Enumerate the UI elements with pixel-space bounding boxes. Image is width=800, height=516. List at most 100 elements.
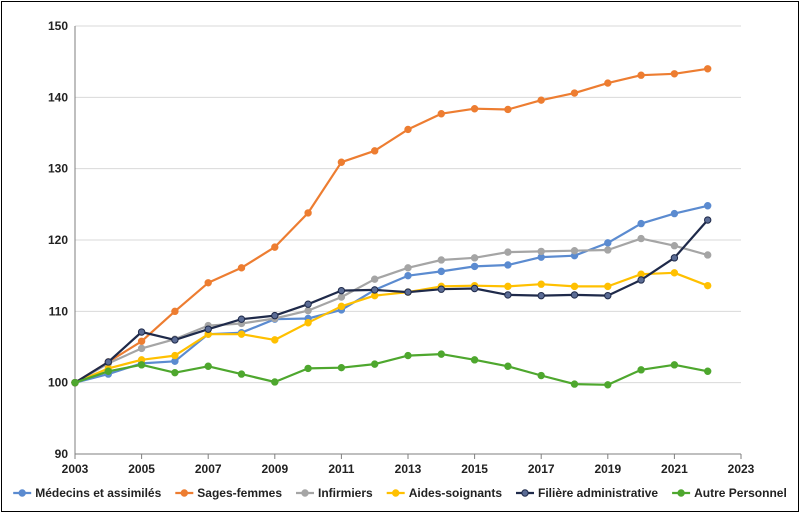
data-point <box>704 65 712 73</box>
y-tick-label: 150 <box>48 19 68 33</box>
legend-label: Sages-femmes <box>197 486 282 500</box>
x-tick-label: 2009 <box>261 462 288 476</box>
data-point <box>271 311 279 320</box>
data-point <box>271 336 279 344</box>
data-point <box>304 209 312 217</box>
x-tick-label: 2015 <box>461 462 488 476</box>
data-point <box>204 362 212 370</box>
data-point <box>470 105 479 113</box>
data-point <box>304 306 312 315</box>
data-point <box>604 381 612 389</box>
axes <box>74 26 742 459</box>
x-tick-label: 2011 <box>328 462 354 476</box>
data-point <box>437 350 445 358</box>
legend-item-5: Autre Personnel <box>672 486 787 500</box>
data-point <box>237 330 246 338</box>
data-point <box>670 209 679 218</box>
data-point <box>404 288 412 296</box>
series-3 <box>71 269 712 387</box>
y-tick-label: 100 <box>48 376 68 390</box>
legend-label: Aides-soignants <box>409 486 503 500</box>
data-point <box>404 271 412 280</box>
series-5 <box>71 350 712 389</box>
data-point <box>504 248 512 256</box>
series-group <box>71 65 712 389</box>
data-point <box>271 378 279 386</box>
data-point <box>704 281 712 290</box>
legend-label: Médecins et assimilés <box>35 486 161 500</box>
data-point <box>704 216 712 224</box>
data-point <box>470 262 479 271</box>
data-point <box>437 110 445 118</box>
data-point <box>137 344 146 353</box>
data-point <box>271 243 279 251</box>
data-point <box>337 363 346 372</box>
data-point <box>371 286 379 294</box>
series-line <box>74 271 709 384</box>
legend-swatch-marker <box>301 489 309 497</box>
data-point <box>137 361 146 369</box>
data-point <box>304 300 312 308</box>
data-point <box>337 302 346 311</box>
series-4 <box>71 216 712 387</box>
series-2 <box>71 234 712 387</box>
data-point <box>237 264 246 272</box>
legend-item-4: Filière administrative <box>516 486 658 500</box>
data-point <box>570 291 579 299</box>
data-point <box>171 307 179 316</box>
data-point <box>171 336 179 344</box>
x-tick-label: 2007 <box>195 462 222 476</box>
legend-swatch-marker <box>180 489 189 497</box>
data-point <box>437 256 445 264</box>
data-point <box>637 366 645 374</box>
data-point <box>71 378 79 387</box>
data-point <box>337 158 346 166</box>
data-point <box>504 282 512 291</box>
data-point <box>204 325 212 333</box>
y-tick-label: 120 <box>48 233 68 247</box>
data-point <box>404 264 412 272</box>
data-point <box>237 370 246 378</box>
data-point <box>637 71 645 79</box>
legend-item-3: Aides-soignants <box>386 486 503 500</box>
y-tick-label: 140 <box>48 90 68 104</box>
legend-label: Filière administrative <box>538 486 658 500</box>
x-tick-label: 2005 <box>128 462 155 476</box>
data-point <box>637 219 645 228</box>
data-point <box>670 254 679 262</box>
x-tick-label: 2019 <box>594 462 621 476</box>
x-tick-label: 2023 <box>728 462 755 476</box>
legend: Médecins et assimilés Sages-femmes Infirmi… <box>13 486 787 500</box>
data-point <box>171 368 179 377</box>
legend-label: Infirmiers <box>318 486 373 500</box>
data-point <box>137 328 146 336</box>
legend-swatch-marker <box>521 489 529 497</box>
data-point <box>504 261 512 269</box>
data-point <box>637 234 645 243</box>
data-point <box>670 242 679 250</box>
data-point <box>404 125 412 134</box>
data-point <box>604 282 612 291</box>
data-point <box>371 147 379 155</box>
series-line <box>74 219 709 384</box>
series-line <box>74 237 708 384</box>
data-point <box>604 239 612 247</box>
legend-item-1: Sages-femmes <box>175 486 282 500</box>
data-point <box>604 79 612 87</box>
legend-item-2: Infirmiers <box>296 486 373 500</box>
data-point <box>304 319 312 327</box>
data-point <box>704 367 712 375</box>
data-point <box>404 351 412 360</box>
legend-swatch-marker <box>392 489 400 497</box>
data-point <box>437 285 445 293</box>
data-point <box>637 276 645 284</box>
data-point <box>537 371 545 380</box>
data-point <box>704 202 712 210</box>
data-point <box>104 367 113 375</box>
y-tick-labels: 90 100 110 120 130 140 150 <box>48 19 68 461</box>
data-point <box>704 251 712 259</box>
x-tick-label: 2013 <box>395 462 422 476</box>
legend-item-0: Médecins et assimilés <box>13 486 162 500</box>
